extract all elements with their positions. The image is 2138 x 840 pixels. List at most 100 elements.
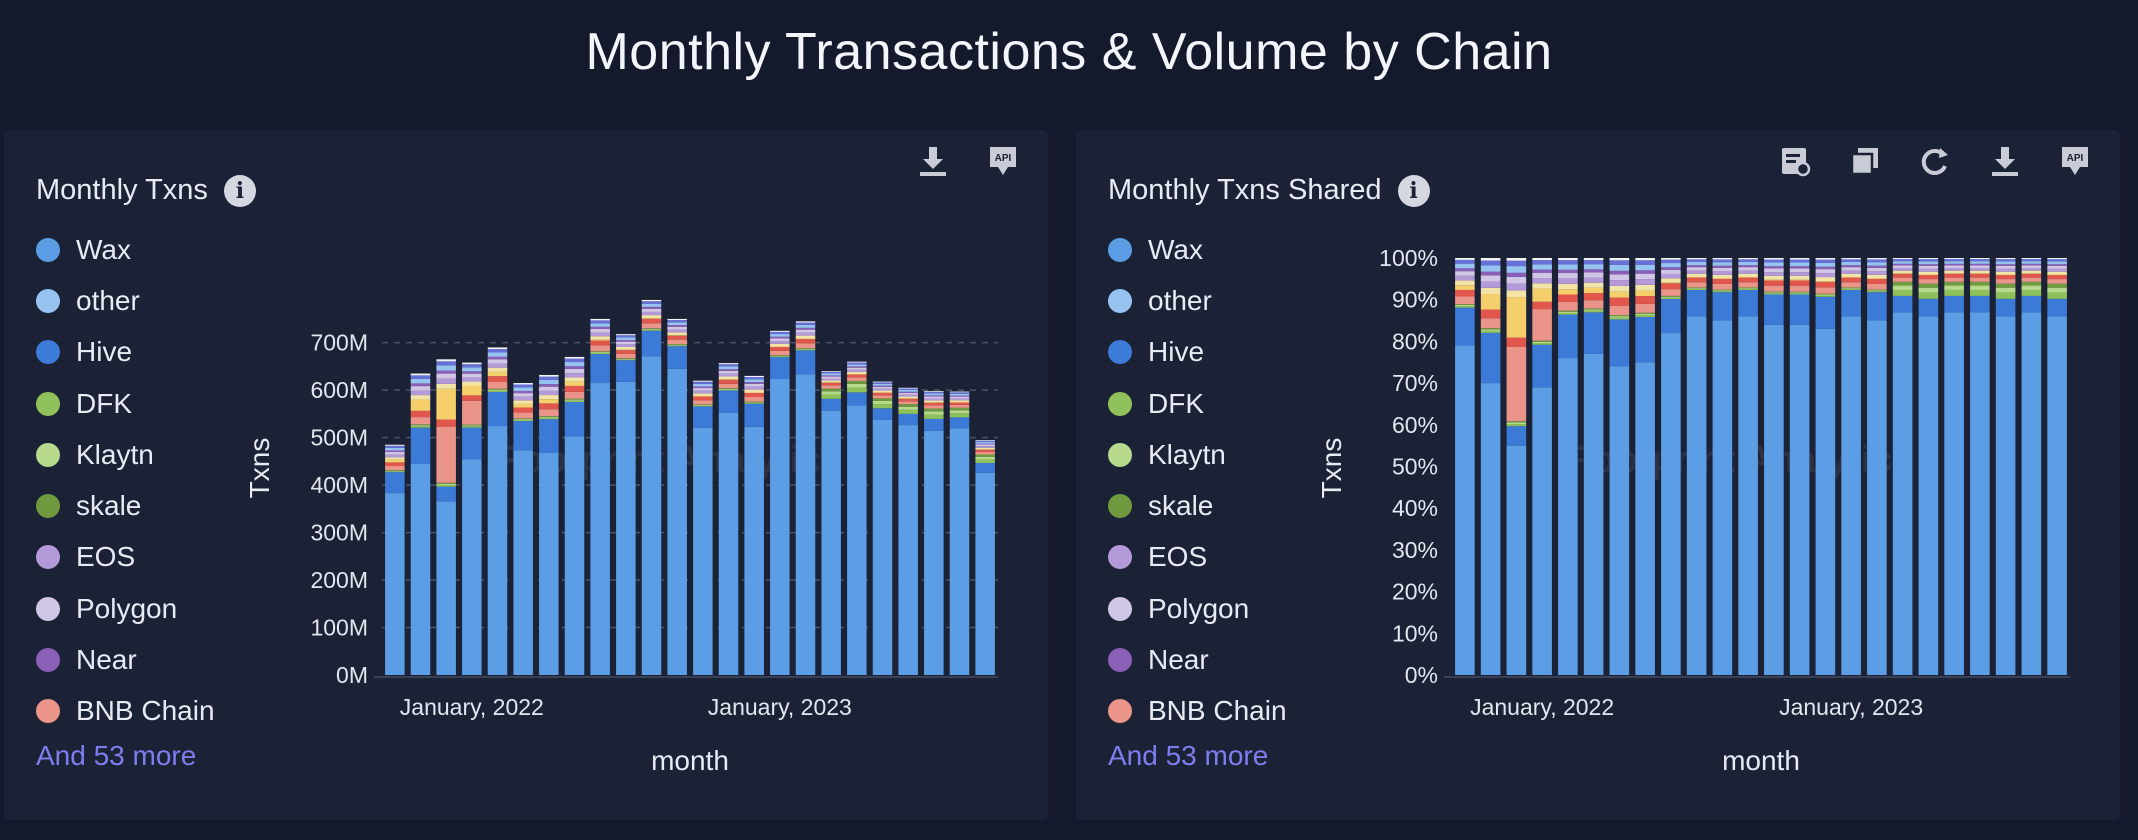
bar-segment-polygon <box>1661 269 1681 274</box>
y-tick-label: 700M <box>310 330 368 356</box>
legend-item-near[interactable]: Near <box>36 634 215 685</box>
bar-month-23[interactable] <box>2021 258 2042 675</box>
refresh-icon[interactable] <box>1918 144 1952 178</box>
bar-month-5[interactable] <box>1558 258 1578 675</box>
bar-month-20[interactable] <box>1944 258 1964 675</box>
legend-item-other[interactable]: other <box>36 275 215 326</box>
bar-month-13[interactable] <box>693 380 713 675</box>
bar-month-8[interactable] <box>1635 258 1655 675</box>
bar-month-17[interactable] <box>795 321 816 675</box>
legend-item-klaytn[interactable]: Klaytn <box>36 429 215 480</box>
download-icon[interactable] <box>916 144 950 178</box>
legend-item-eos[interactable]: EOS <box>36 532 215 583</box>
bar-segment-polygon <box>616 341 636 345</box>
bar-month-15[interactable] <box>1815 258 1836 675</box>
bar-month-19[interactable] <box>847 361 867 675</box>
bar-month-6[interactable] <box>1583 258 1604 675</box>
legend-item-hive[interactable]: Hive <box>1108 327 1287 378</box>
legend-swatch <box>36 494 60 519</box>
bar-month-21[interactable] <box>898 387 918 675</box>
legend-item-skale[interactable]: skale <box>36 480 215 531</box>
bar-month-8[interactable] <box>564 356 585 675</box>
info-icon[interactable]: i <box>223 174 256 207</box>
bar-month-3[interactable] <box>1506 258 1527 675</box>
bar-month-6[interactable] <box>513 383 533 675</box>
bar-month-1[interactable] <box>385 444 405 675</box>
bar-month-11[interactable] <box>1712 258 1733 675</box>
info-icon[interactable]: i <box>1397 174 1430 207</box>
legend-item-eos[interactable]: EOS <box>1108 532 1287 583</box>
duplicate-icon[interactable] <box>1848 144 1882 178</box>
api-icon[interactable]: API <box>2058 144 2092 178</box>
bar-segment-skale <box>1506 421 1527 423</box>
legend-item-wax[interactable]: Wax <box>1108 224 1287 275</box>
legend-swatch <box>1108 648 1132 673</box>
bar-segment-polygon <box>1712 267 1733 272</box>
bar-segment-eos <box>847 369 867 372</box>
bar-month-11[interactable] <box>641 299 662 675</box>
bar-month-16[interactable] <box>1841 258 1861 675</box>
bar-month-3[interactable] <box>436 359 456 675</box>
legend-item-bnb-chain[interactable]: BNB Chain <box>36 686 215 737</box>
legend-item-other[interactable]: other <box>1108 275 1287 326</box>
sql-icon[interactable] <box>1778 144 1812 178</box>
bar-month-22[interactable] <box>1995 258 2016 675</box>
api-icon[interactable]: API <box>986 144 1020 178</box>
bar-month-1[interactable] <box>1455 258 1475 675</box>
bar-month-12[interactable] <box>667 318 687 675</box>
bar-month-5[interactable] <box>487 347 508 675</box>
legend-more-link[interactable]: And 53 more <box>36 740 197 771</box>
legend-item-polygon[interactable]: Polygon <box>1108 583 1287 634</box>
bar-segment-red <box>1789 280 1810 286</box>
bar-month-7[interactable] <box>539 374 559 675</box>
bar-month-9[interactable] <box>590 318 610 675</box>
bar-segment-yellow <box>667 335 687 336</box>
legend-label: Polygon <box>1148 592 1250 624</box>
legend-item-dfk[interactable]: DFK <box>36 378 215 429</box>
legend-item-wax[interactable]: Wax <box>36 224 215 275</box>
bar-month-17[interactable] <box>1867 258 1887 675</box>
bar-month-20[interactable] <box>872 381 893 675</box>
legend-item-bnb-chain[interactable]: BNB Chain <box>1108 686 1287 737</box>
bar-month-15[interactable] <box>744 375 764 675</box>
legend-item-near[interactable]: Near <box>1108 634 1287 685</box>
bar-month-2[interactable] <box>1480 258 1501 675</box>
bar-month-16[interactable] <box>770 330 790 675</box>
bar-segment-hive <box>1764 294 1784 325</box>
bar-segment-paleyellow <box>1944 270 1964 274</box>
bar-segment-yellow <box>1583 287 1604 293</box>
bar-month-4[interactable] <box>1532 258 1552 675</box>
bar-month-14[interactable] <box>718 363 739 675</box>
bar-month-18[interactable] <box>821 371 841 675</box>
download-icon[interactable] <box>1988 144 2022 178</box>
legend-item-hive[interactable]: Hive <box>36 327 215 378</box>
bar-month-12[interactable] <box>1738 258 1758 675</box>
bar-segment-wax <box>410 463 431 675</box>
bar-month-24[interactable] <box>2047 258 2067 675</box>
legend-more-link[interactable]: And 53 more <box>1108 740 1269 771</box>
bar-month-14[interactable] <box>1789 258 1810 675</box>
legend-item-klaytn[interactable]: Klaytn <box>1108 429 1287 480</box>
bar-month-24[interactable] <box>975 440 995 675</box>
bar-segment-white <box>898 387 918 389</box>
bar-month-4[interactable] <box>462 362 482 675</box>
legend-item-polygon[interactable]: Polygon <box>36 583 215 634</box>
bar-segment-near <box>872 385 893 387</box>
bar-month-2[interactable] <box>410 373 431 675</box>
bar-segment-bnb-chain <box>1480 318 1501 329</box>
bar-month-22[interactable] <box>924 391 944 675</box>
bar-month-23[interactable] <box>949 391 970 675</box>
bar-segment-dfk <box>513 419 533 422</box>
bar-month-19[interactable] <box>1918 258 1939 675</box>
bar-month-21[interactable] <box>1970 258 1990 675</box>
bar-month-18[interactable] <box>1892 258 1913 675</box>
legend-item-skale[interactable]: skale <box>1108 480 1287 531</box>
bar-month-7[interactable] <box>1609 258 1630 675</box>
legend-swatch <box>36 288 60 313</box>
bar-month-13[interactable] <box>1764 258 1784 675</box>
legend-item-dfk[interactable]: DFK <box>1108 378 1287 429</box>
bar-month-10[interactable] <box>616 334 636 675</box>
bar-segment-klaytn <box>1789 292 1810 294</box>
bar-month-9[interactable] <box>1661 258 1681 675</box>
bar-month-10[interactable] <box>1686 258 1707 675</box>
